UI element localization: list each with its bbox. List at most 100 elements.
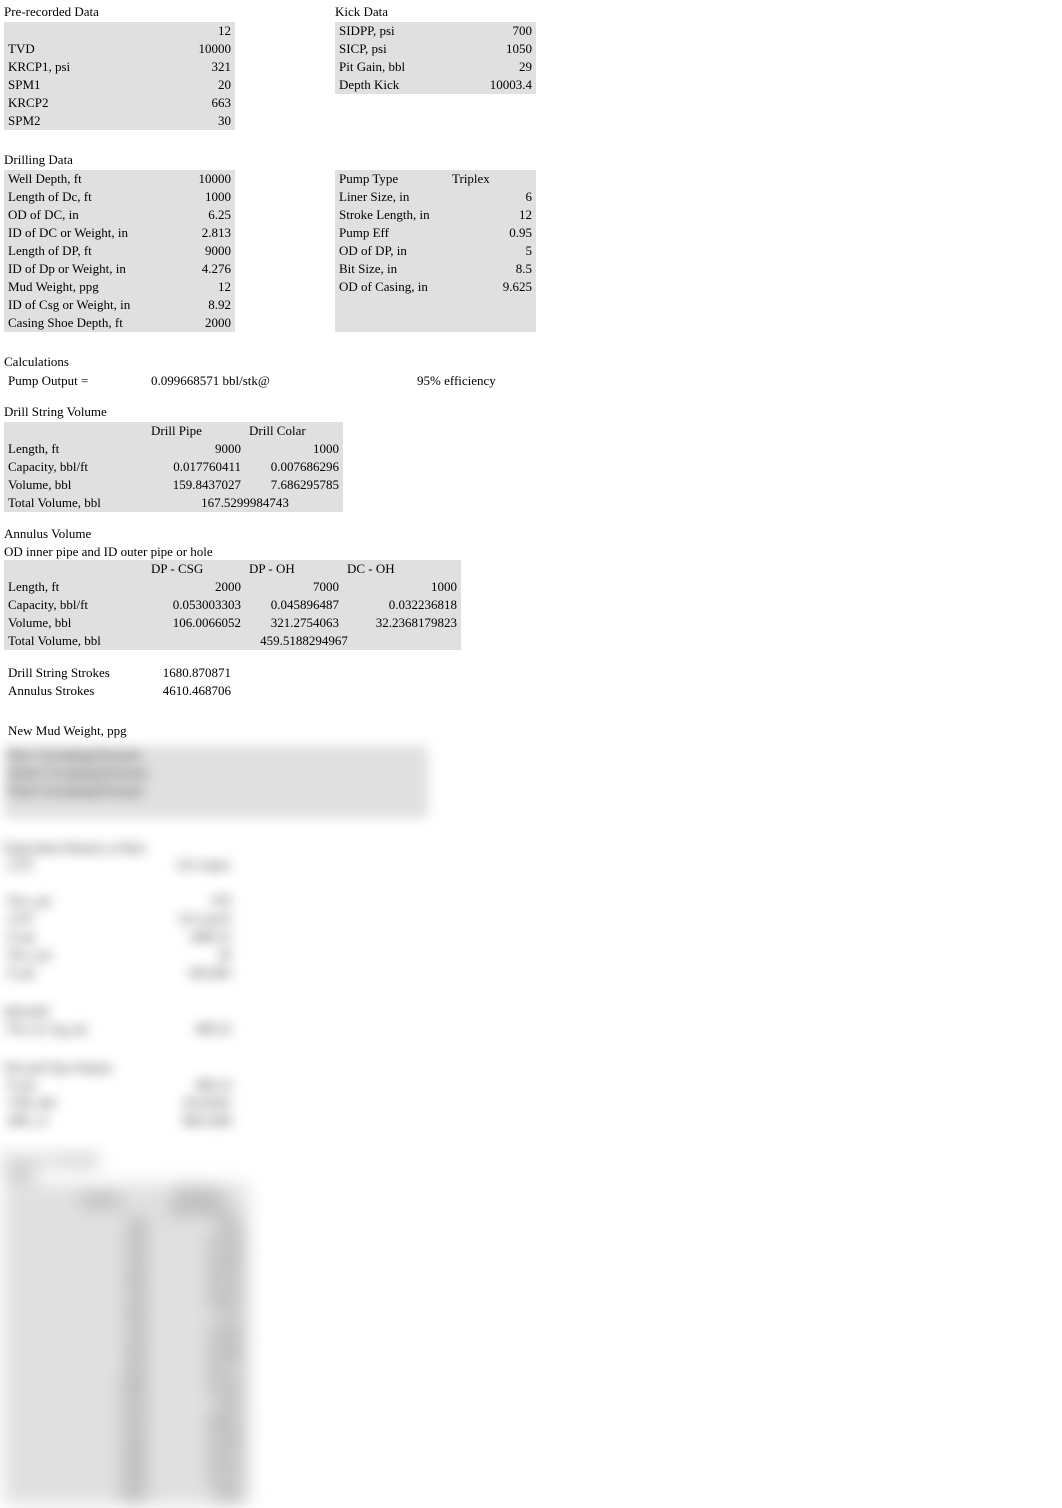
drilling-two-col: Well Depth, ft10000 Length of Dc, ft1000… <box>4 170 1058 332</box>
dsv-label: Volume, bbl <box>4 476 147 494</box>
blurred-cell <box>147 722 235 740</box>
pump-output-label: Pump Output = <box>4 372 147 390</box>
ann-hdr: DP - CSG <box>147 560 245 578</box>
blur-val: 480.32 <box>147 1020 235 1038</box>
prerec-label: TVD <box>4 40 147 58</box>
drill-label: Pump Eff <box>335 224 448 242</box>
drilling-right-table: Pump TypeTriplex Liner Size, in6 Stroke … <box>335 170 536 332</box>
kick-title: Kick Data <box>335 4 536 20</box>
blur-label: New Circulating Pressure <box>4 746 232 764</box>
blurred-section-5: Pressure Schedule SPM1 StrokesPressure D… <box>4 1152 1058 1504</box>
blur-label <box>4 800 232 818</box>
drill-label: Pump Type <box>335 170 448 188</box>
blur-val: 1000 <box>52 1378 150 1396</box>
drill-label: OD of DP, in <box>335 242 448 260</box>
prerec-label: SPM1 <box>4 76 147 94</box>
prerec-label <box>4 22 147 40</box>
ann-val: 32.2368179823 <box>343 614 461 632</box>
kick-val: 1050 <box>448 40 536 58</box>
blur-val: 600 <box>52 1306 150 1324</box>
drill-label: Length of Dc, ft <box>4 188 147 206</box>
drill-val: 2000 <box>147 314 235 332</box>
drill-val: 4.276 <box>147 260 235 278</box>
blur-val <box>232 746 330 764</box>
blurred-section-3: MAASP Pws at Csg, psi480.32 <box>4 1004 1058 1038</box>
drill-label: OD of Casing, in <box>335 278 448 296</box>
blur-val: 1200 <box>52 1414 150 1432</box>
drill-val: 9000 <box>147 242 235 260</box>
blur-label: Pws, psi <box>4 892 147 910</box>
prerec-val: 30 <box>147 112 235 130</box>
blur-val: 30 <box>147 946 235 964</box>
ann-hdr: DP - OH <box>245 560 343 578</box>
new-mud-table: New Mud Weight, ppg <box>4 722 235 740</box>
drill-val <box>448 314 536 332</box>
blur-label: DPL, ft <box>4 1112 147 1130</box>
drilling-title: Drilling Data <box>4 152 1058 168</box>
blur5-subtitle: SPM1 <box>4 1168 1058 1184</box>
blur-val <box>147 874 235 892</box>
blur-val: 480.24 <box>150 1414 248 1432</box>
kick-table: SIDPP, psi700 SICP, psi1050 Pit Gain, bb… <box>335 22 536 94</box>
drill-label <box>335 314 448 332</box>
dsv-hdr <box>4 422 147 440</box>
dsv-hdr: Drill Colar <box>245 422 343 440</box>
blur-val: 332.76 <box>150 1468 248 1486</box>
prerecorded-col: Pre-recorded Data 12 TVD10000 KRCP1, psi… <box>4 4 235 130</box>
blur-val <box>232 764 330 782</box>
blur-val: 100 <box>52 1216 150 1234</box>
blur-val <box>232 800 330 818</box>
dsv-val: 0.017760411 <box>147 458 245 476</box>
ann-val: 1000 <box>343 578 461 596</box>
drill-label: Liner Size, in <box>335 188 448 206</box>
blur-label: Pws at Csg, psi <box>4 1020 147 1038</box>
drill-label: Bit Size, in <box>335 260 448 278</box>
kick-val: 700 <box>448 22 536 40</box>
annulus-table: DP - CSG DP - OH DC - OH Length, ft20007… <box>4 560 461 650</box>
ann-total-label: Total Volume, bbl <box>4 632 147 650</box>
prerec-label: KRCP2 <box>4 94 147 112</box>
dsv-val: 159.8437027 <box>147 476 245 494</box>
ann-hdr: DC - OH <box>343 560 461 578</box>
dsv-val: 1000 <box>245 440 343 458</box>
efficiency: 95% efficiency <box>413 372 500 390</box>
blur-val <box>330 800 428 818</box>
prerecorded-table: 12 TVD10000 KRCP1, psi321 SPM120 KRCP266… <box>4 22 235 130</box>
dsv-label: Capacity, bbl/ft <box>4 458 147 476</box>
an-strokes-val: 4610.468706 <box>147 682 235 700</box>
kick-label: Depth Kick <box>335 76 448 94</box>
blur-val: 700 <box>52 1324 150 1342</box>
dsv-total-value: 167.5299984743 <box>147 494 343 512</box>
drill-val: Triplex <box>448 170 536 188</box>
blur-val: 300 <box>52 1252 150 1270</box>
top-two-col: Pre-recorded Data 12 TVD10000 KRCP1, psi… <box>4 4 1058 130</box>
blur-val: 1400 <box>52 1450 150 1468</box>
page-root: Pre-recorded Data 12 TVD10000 KRCP1, psi… <box>0 0 1062 1508</box>
drill-label: ID of Csg or Weight, in <box>4 296 147 314</box>
blur-val: 460.14 <box>147 1076 235 1094</box>
blur-val: 16.5 equiv <box>147 856 235 874</box>
blur-val: 775.2 <box>150 1306 248 1324</box>
ann-total-value: 459.5188294967 <box>147 632 461 650</box>
blur-val: 470 <box>147 892 235 910</box>
drill-val: 1000 <box>147 188 235 206</box>
blur-val: 500 <box>52 1288 150 1306</box>
blurred-section-4: Fill and Trip Volume P, psi460.14 Vfill,… <box>4 1060 1058 1130</box>
ds-strokes-label: Drill String Strokes <box>4 664 147 682</box>
drill-val <box>448 296 536 314</box>
drill-val: 2.813 <box>147 224 235 242</box>
dsv-label: Length, ft <box>4 440 147 458</box>
drilling-left-table: Well Depth, ft10000 Length of Dc, ft1000… <box>4 170 235 332</box>
blur-val <box>330 746 428 764</box>
blur-val: 200 <box>52 1234 150 1252</box>
ann-label: Length, ft <box>4 578 147 596</box>
ann-val: 7000 <box>245 578 343 596</box>
kick-label: Pit Gain, bbl <box>335 58 448 76</box>
blur-val <box>330 764 428 782</box>
blur2-title: Equivalent Density at Shoe <box>4 840 1058 856</box>
dsv-table: Drill Pipe Drill Colar Length, ft9000100… <box>4 422 343 512</box>
blur5-hdr: Strokes <box>52 1184 150 1216</box>
blurred-section-2: Equivalent Density at Shoe LOT16.5 equiv… <box>4 840 1058 982</box>
blur-label: LOT <box>4 856 147 874</box>
drill-label: ID of Dp or Weight, in <box>4 260 147 278</box>
